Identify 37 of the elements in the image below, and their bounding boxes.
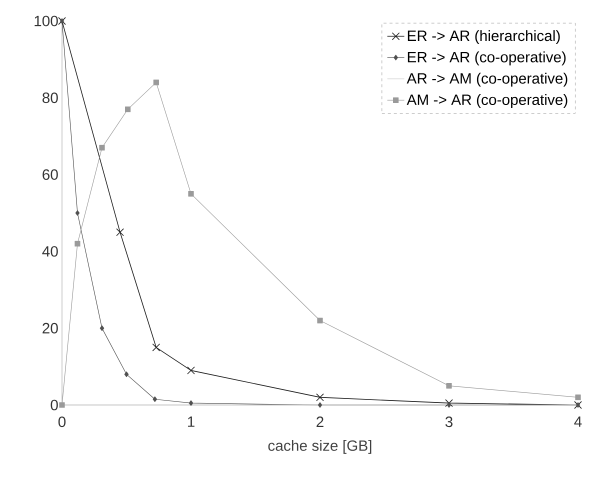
point [152,396,158,402]
y-tick-label: 20 [42,322,58,334]
point [124,106,131,112]
y-tick-label: 40 [42,246,58,257]
point [124,371,129,378]
point [152,343,160,352]
x-tick-label: 4 [574,416,582,427]
point [74,240,80,247]
point [188,400,194,406]
point [75,210,80,216]
point [153,80,159,86]
point [446,382,452,389]
point [116,228,124,236]
legend-label: AR -> AM (co-operative) [406,72,568,87]
point [59,402,65,408]
point [188,190,194,197]
point [318,402,322,408]
x-tick-label: 1 [188,416,194,427]
point [99,144,105,151]
point [187,366,195,374]
y-tick-label: 80 [42,92,58,104]
point [316,393,324,402]
x-axis-title: cache size [GB] [268,440,372,454]
x-tick-label: 2 [316,416,324,427]
point [575,394,581,400]
legend-label: ER -> AR (hierarchical) [408,30,560,44]
legend-label: AM -> AR (co-operative) [406,94,568,108]
y-tick-label: 0 [50,400,58,410]
point [446,402,452,408]
y-tick-label: 100 [34,16,58,26]
point [317,318,323,324]
y-tick-label: 60 [42,169,58,180]
point [100,325,104,331]
legend-label: ER -> AR (co-operative) [408,51,566,66]
x-tick-label: 0 [58,416,66,428]
point [445,399,453,408]
x-tick-label: 3 [445,416,453,428]
